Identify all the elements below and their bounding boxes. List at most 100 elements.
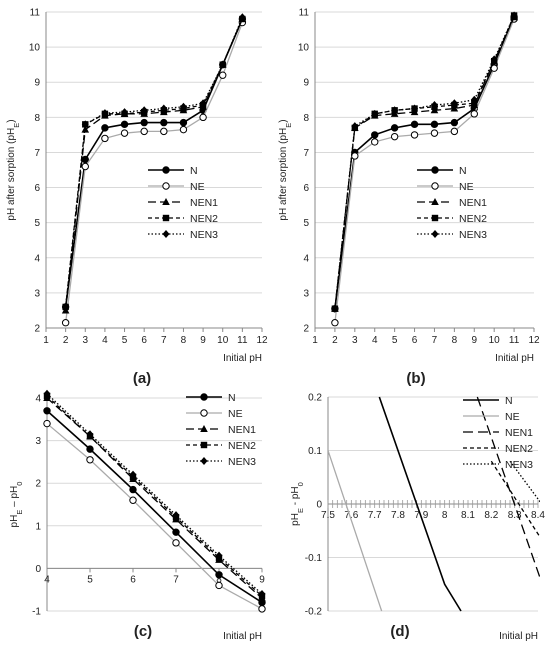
- y-tick-label: 0: [316, 500, 322, 511]
- x-axis-title: Initial pH: [495, 353, 534, 364]
- data-point-NE: [61, 319, 70, 327]
- y-tick-label: 8: [34, 113, 40, 124]
- data-point-N: [215, 571, 223, 579]
- data-point-NE: [140, 127, 148, 136]
- x-tick-label: 7: [173, 574, 179, 585]
- series-NE: [43, 419, 266, 613]
- data-point-NEN3: [43, 389, 51, 398]
- y-tick-label: 10: [298, 43, 310, 54]
- y-title-subscript: E: [15, 510, 24, 515]
- data-point-N: [160, 118, 168, 127]
- series-NEN3: [509, 460, 540, 503]
- y-tick-label: 0.1: [308, 446, 322, 457]
- x-tick-label: 1: [43, 335, 49, 346]
- series-NEN3: [43, 389, 266, 598]
- legend: N NE NEN1 NEN2 NEN3: [463, 395, 533, 471]
- legend-label-N: N: [505, 395, 513, 407]
- data-point-NEN3: [215, 551, 223, 560]
- y-title-close: ): [6, 119, 17, 122]
- x-axis-title: Initial pH: [499, 631, 538, 642]
- series-line-NE: [334, 18, 515, 323]
- legend-marker-N: [162, 166, 170, 174]
- series-N: [61, 15, 247, 311]
- y-tick-label: 5: [34, 218, 40, 229]
- data-point-N: [86, 445, 94, 453]
- x-tick-label: 8: [452, 335, 458, 346]
- series-line-NEN3: [64, 17, 243, 308]
- series-N: [331, 13, 518, 313]
- x-tick-label: 7.6: [344, 510, 358, 521]
- data-point-NEN3: [160, 104, 168, 113]
- data-point-NE: [430, 129, 439, 137]
- y-tick-label: 4: [34, 253, 40, 264]
- x-tick-label: 7: [161, 335, 167, 346]
- data-point-NEN3: [258, 589, 266, 598]
- y-tick-label: 4: [35, 394, 41, 405]
- data-point-N: [450, 118, 459, 127]
- legend-marker-NEN3: [162, 230, 170, 238]
- y-axis-title: pH after sorption (pHE): [6, 119, 21, 220]
- y-tick-label: 9: [34, 78, 40, 89]
- y-axis-title: pH after sorption (pHE): [278, 119, 293, 220]
- series-line-NE: [64, 22, 243, 323]
- data-point-NE: [101, 134, 109, 143]
- data-point-NE: [390, 132, 399, 141]
- x-tick-label: 8.1: [461, 510, 475, 521]
- data-point-NEN3: [430, 101, 438, 110]
- legend-marker-NE: [162, 182, 170, 190]
- y-title-subscript: E: [296, 508, 305, 513]
- data-point-NEN3: [490, 55, 498, 64]
- legend-label-NEN2: NEN2: [505, 443, 533, 455]
- data-point-NE: [172, 539, 180, 547]
- panel-label: (b): [406, 370, 425, 387]
- legend-marker-NEN1: [162, 198, 170, 205]
- legend-marker-NEN2: [431, 214, 439, 222]
- x-tick-label: 11: [237, 335, 248, 346]
- series-NEN1: [61, 15, 247, 314]
- data-point-N: [430, 120, 439, 129]
- y-axis-title: pHE – pH0: [9, 482, 24, 528]
- y-title-subscript-2: 0: [296, 482, 305, 486]
- data-point-NE: [219, 71, 227, 79]
- legend-label-N: N: [228, 392, 236, 404]
- y-tick-label: -1: [32, 607, 41, 618]
- y-tick-label: 6: [34, 183, 40, 194]
- series-NE: [328, 450, 383, 612]
- data-point-NEN3: [179, 102, 187, 111]
- x-tick-label: 10: [217, 335, 229, 346]
- x-tick-label: 2: [63, 335, 69, 346]
- data-point-NEN3: [351, 122, 359, 131]
- data-point-NE: [81, 162, 89, 171]
- y-tick-label: 2: [303, 324, 309, 335]
- legend-marker-NEN3: [200, 457, 208, 465]
- x-axis-title: Initial pH: [223, 631, 262, 642]
- legend-marker-N: [200, 393, 208, 401]
- data-point-NEN3: [391, 106, 399, 115]
- legend-label-NEN3: NEN3: [505, 459, 533, 471]
- series-line-N: [378, 396, 462, 612]
- data-point-N: [172, 528, 180, 536]
- x-tick-label: 8: [442, 510, 448, 521]
- y-tick-label: 3: [35, 436, 41, 447]
- series-line-NEN2: [490, 460, 540, 539]
- y-title-mid: - pH: [290, 486, 301, 508]
- y-tick-label: -0.2: [305, 607, 323, 618]
- x-tick-label: 4: [44, 574, 50, 585]
- legend-label-NEN3: NEN3: [190, 229, 218, 241]
- series-NEN2: [490, 460, 540, 539]
- series-line-NEN2: [46, 395, 263, 597]
- y-tick-label: 6: [303, 183, 309, 194]
- data-point-NE: [258, 605, 266, 613]
- y-title-close: ): [278, 119, 289, 122]
- data-point-NEN3: [331, 304, 339, 313]
- series-line-NEN1: [64, 18, 243, 311]
- data-point-NEN3: [199, 99, 207, 108]
- chart-d: -0.2 -0.1 0 0.1 0.2 7.5 7.6 7.7 7.8 7.9 8 8.1 8.2 8.3…: [290, 393, 545, 643]
- data-point-NE: [410, 131, 419, 139]
- data-point-NE: [215, 581, 223, 590]
- x-axis-title: Initial pH: [223, 353, 262, 364]
- x-tick-label: 1: [312, 335, 318, 346]
